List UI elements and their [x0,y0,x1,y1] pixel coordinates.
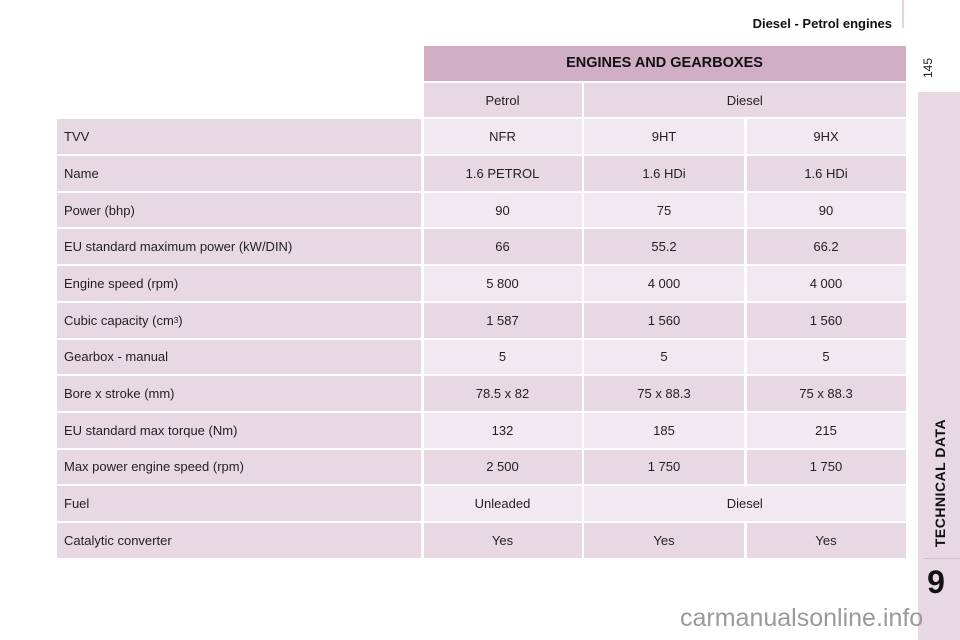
table-cell: 75 x 88.3 [584,376,744,411]
section-label: TECHNICAL DATA [932,418,948,548]
row-label: EU standard maximum power (kW/DIN) [57,229,421,265]
table-cell: 1 750 [584,449,744,485]
chapter-number: 9 [927,564,945,600]
row-label: Name [57,156,421,191]
row-label-text: TVV [64,129,90,145]
table-cell: 185 [584,412,744,448]
group-header-diesel: Diesel [584,82,906,118]
table-corner [57,46,421,81]
table-cell: 1.6 HDi [584,156,744,191]
table-cell: 1.6 PETROL [423,156,582,191]
table-corner [57,82,421,118]
table-cell: 78.5 x 82 [423,376,582,411]
table-cell: 5 800 [423,266,582,301]
table-cell: 5 [584,339,744,375]
row-label-text: Power (bhp) [64,202,135,218]
table-cell: Unleaded [423,486,582,521]
page-number: 145 [921,57,935,79]
table-cell: 4 000 [746,266,906,301]
table-cell: 75 [584,192,744,228]
page-title: Diesel - Petrol engines [752,16,892,31]
row-label: Max power engine speed (rpm) [57,449,421,485]
table-cell: 215 [746,412,906,448]
row-label-text: Bore x stroke (mm) [64,386,175,402]
table-cell: 9HX [746,119,906,155]
table-cell: 1.6 HDi [746,156,906,191]
table-cell: 75 x 88.3 [746,376,906,411]
table-cell: Yes [746,522,906,558]
table-cell: Yes [423,522,582,558]
table-cell: 1 560 [746,302,906,338]
table-cell: NFR [423,119,582,155]
row-label-text: Name [64,165,99,181]
superscript: 3 [173,315,179,325]
row-label-text: Catalytic converter [64,532,172,548]
row-label-text: Engine speed (rpm) [64,275,179,291]
row-label-end: ) [178,312,183,328]
row-label-text: Max power engine speed (rpm) [64,459,244,475]
row-label: Power (bhp) [57,192,421,228]
table-title: ENGINES AND GEARBOXES [423,46,906,81]
table-cell: Yes [584,522,744,558]
row-label: Gearbox - manual [57,339,421,375]
table-cell: 90 [423,192,582,228]
row-label: Bore x stroke (mm) [57,376,421,411]
table-cell: 1 560 [584,302,744,338]
table-cell: 9HT [584,119,744,155]
table-cell: 2 500 [423,449,582,485]
table-cell: 1 587 [423,302,582,338]
row-label-text: Fuel [64,496,90,512]
sidebar-divider [924,558,960,559]
row-label: Engine speed (rpm) [57,266,421,301]
engines-table: ENGINES AND GEARBOXES Petrol Diesel TVV N… [57,46,906,558]
row-label: Cubic capacity (cm 3) [57,302,421,338]
table-cell: Diesel [584,486,906,521]
row-label-text: EU standard max torque (Nm) [64,422,238,438]
table-cell: 66 [423,229,582,265]
chapter-sidebar: TECHNICAL DATA 9 [918,92,960,640]
watermark: carmanualsonline.info [680,604,924,632]
table-cell: 5 [746,339,906,375]
table-cell: 90 [746,192,906,228]
row-label-text: Cubic capacity (cm [64,312,174,328]
row-label: TVV [57,119,421,155]
table-cell: 1 750 [746,449,906,485]
row-label: Fuel [57,486,421,521]
table-cell: 55.2 [584,229,744,265]
row-label: EU standard max torque (Nm) [57,412,421,448]
row-label-text: EU standard maximum power (kW/DIN) [64,239,293,255]
table-cell: 66.2 [746,229,906,265]
group-header-petrol: Petrol [423,82,582,118]
table-cell: 132 [423,412,582,448]
row-label: Catalytic converter [57,522,421,558]
row-label-text: Gearbox - manual [64,349,169,365]
title-divider [902,0,904,28]
table-cell: 5 [423,339,582,375]
table-cell: 4 000 [584,266,744,301]
